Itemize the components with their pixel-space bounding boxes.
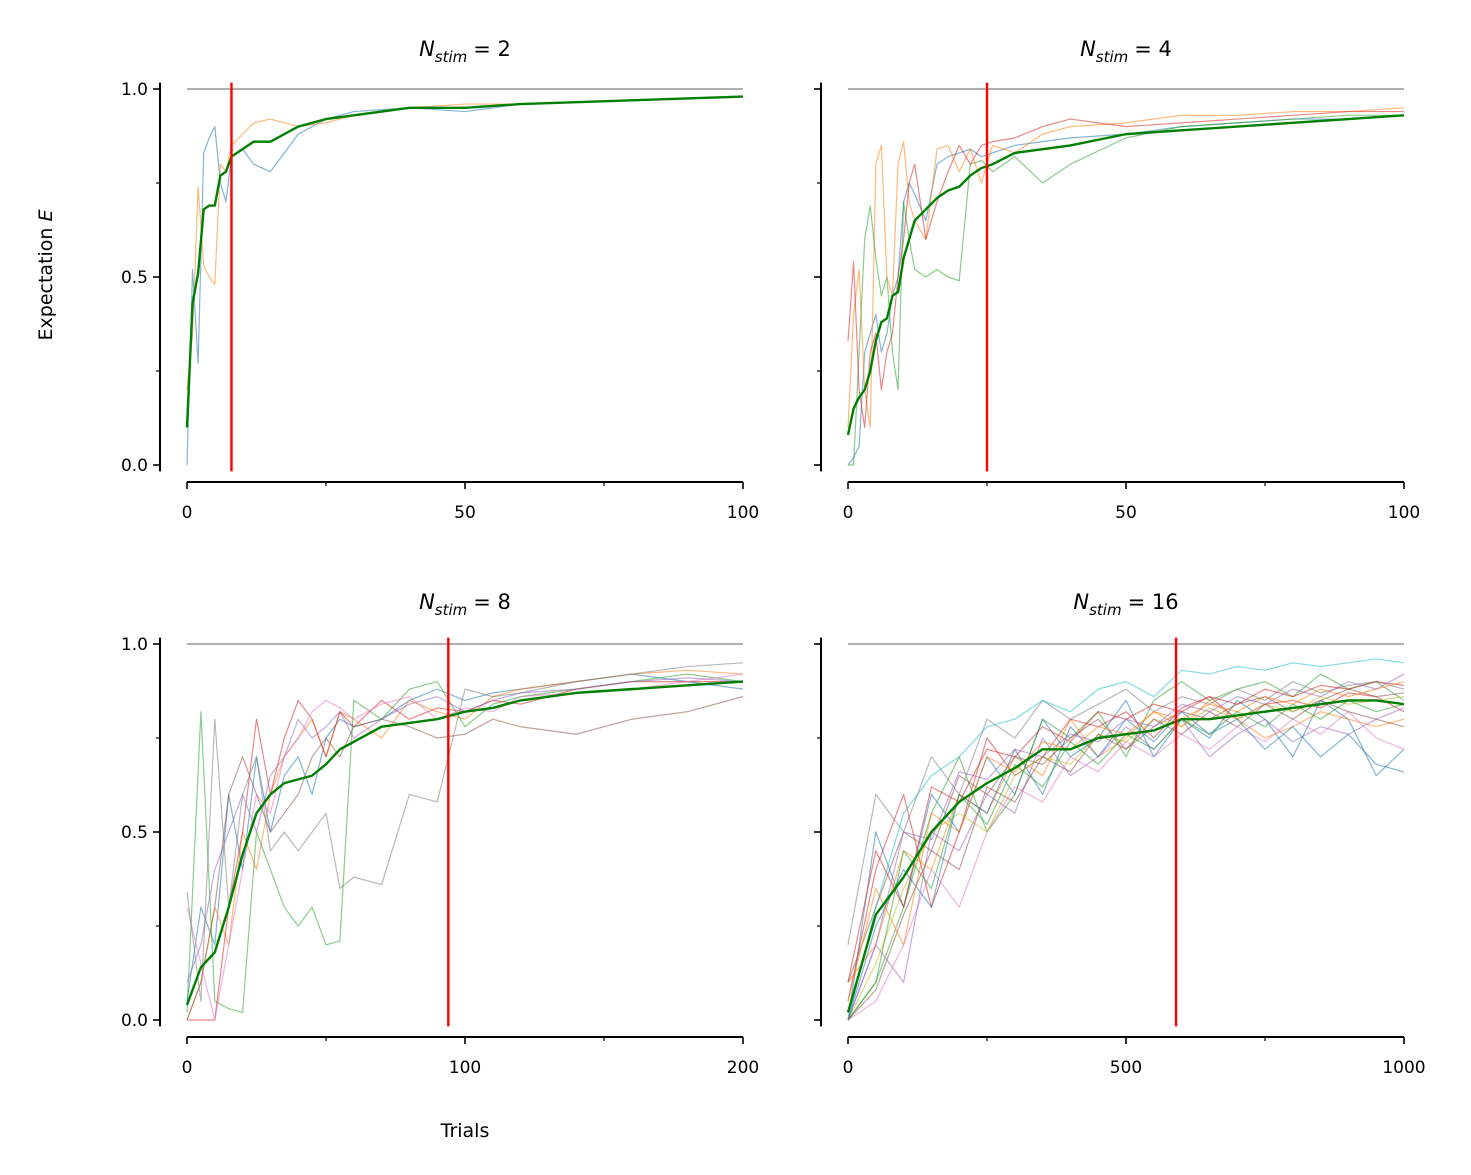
title-text: = 16 <box>1128 590 1179 614</box>
x-tick-label: 0 <box>182 1058 193 1078</box>
subplot: 0.0 0.5 1.0 0 100 200 Nstim = 8 Trials <box>121 590 759 1142</box>
y-label-text: Expectation <box>35 228 57 341</box>
x-tick-label: 0 <box>182 503 193 523</box>
title-symbol: N <box>1080 37 1096 61</box>
subplot: 0 500 1000 Nstim = 16 <box>814 590 1426 1078</box>
mean-line <box>185 95 744 428</box>
title-symbol: N <box>419 590 435 614</box>
trial-line <box>848 114 1404 466</box>
x-tick-label: 100 <box>727 503 759 523</box>
trial-line <box>847 699 1405 1021</box>
trial-line <box>186 673 744 1021</box>
trial-line <box>847 658 1405 1021</box>
y-tick-label: 0.5 <box>121 268 148 288</box>
subplot: 0.0 0.5 1.0 0 50 100 Nstim = 2 Expectation E <box>35 37 759 523</box>
title-subscript: stim <box>1089 601 1121 619</box>
trial-line <box>186 677 744 983</box>
subplot-title: Nstim = 8 <box>419 590 511 619</box>
title-symbol: N <box>419 37 435 61</box>
mean-line <box>185 680 744 1006</box>
trial-line <box>847 114 1405 466</box>
y-tick-label: 0.0 <box>121 1011 148 1031</box>
trial-line <box>847 673 1405 1021</box>
x-tick-label: 1000 <box>1382 1058 1425 1078</box>
trial-line <box>847 699 1405 983</box>
title-text: = 2 <box>473 37 511 61</box>
x-tick-label: 200 <box>727 1058 759 1078</box>
subplot-title: Nstim = 16 <box>1073 590 1178 619</box>
trial-line <box>847 707 1405 1021</box>
title-subscript: stim <box>435 601 467 619</box>
y-tick-label: 0.0 <box>121 456 148 476</box>
trial-line <box>847 681 1405 1002</box>
y-label-symbol: E <box>35 210 57 222</box>
x-axis-label: Trials <box>440 1120 490 1142</box>
trial-line <box>186 696 744 1021</box>
title-subscript: stim <box>1096 48 1128 66</box>
title-symbol: N <box>1073 590 1089 614</box>
trial-line <box>186 673 744 1002</box>
trial-line <box>186 95 744 390</box>
y-axis-label: Expectation E <box>35 210 57 341</box>
x-tick-label: 0 <box>843 503 854 523</box>
trial-line <box>847 110 1404 428</box>
trial-line <box>186 662 744 1002</box>
title-subscript: stim <box>435 48 467 66</box>
trial-line <box>847 692 1405 1002</box>
x-tick-label: 100 <box>1388 503 1420 523</box>
x-tick-label: 0 <box>843 1058 854 1078</box>
trial-line <box>847 699 1405 1021</box>
y-tick-label: 0.5 <box>121 823 148 843</box>
trial-line <box>186 95 744 466</box>
subplot-title: Nstim = 4 <box>1080 37 1172 66</box>
x-tick-label: 100 <box>449 1058 481 1078</box>
y-tick-label: 1.0 <box>121 635 148 655</box>
trial-line <box>847 673 1405 1021</box>
title-text: = 8 <box>473 590 511 614</box>
x-tick-label: 50 <box>454 503 476 523</box>
x-tick-label: 500 <box>1110 1058 1142 1078</box>
trial-line <box>186 669 744 1021</box>
subplot: 0 50 100 Nstim = 4 <box>814 37 1420 523</box>
trial-line <box>847 107 1405 428</box>
title-text: = 4 <box>1134 37 1172 61</box>
mean-line <box>846 699 1405 1013</box>
trial-line <box>186 673 744 1014</box>
trial-line <box>847 699 1405 1021</box>
subplot-title: Nstim = 2 <box>419 37 511 66</box>
mean-line <box>846 114 1405 436</box>
y-tick-label: 1.0 <box>121 80 148 100</box>
x-tick-label: 50 <box>1115 503 1137 523</box>
trial-line <box>847 696 1405 1021</box>
